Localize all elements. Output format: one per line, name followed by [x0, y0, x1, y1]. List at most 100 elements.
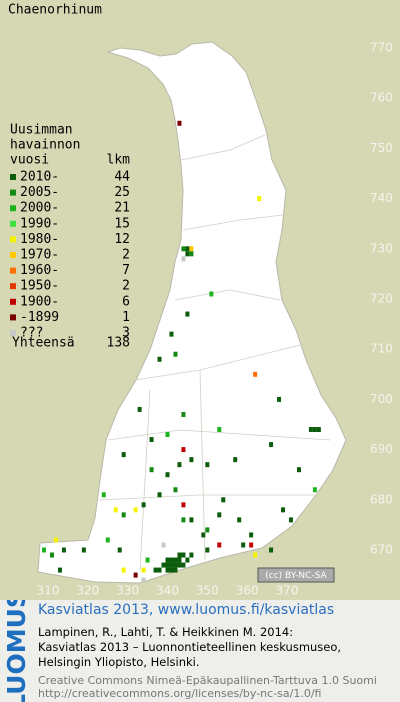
x-tick-label: 310 — [37, 584, 60, 598]
x-tick-label: 340 — [156, 584, 179, 598]
y-tick-label: 680 — [370, 492, 393, 506]
observation-square — [173, 557, 178, 563]
badge-text: (cc) BY-NC-SA — [265, 571, 327, 581]
y-tick-label: 690 — [370, 442, 393, 456]
observation-square — [169, 567, 174, 573]
observation-square — [185, 246, 190, 252]
observation-square — [101, 492, 106, 498]
legend-swatch — [10, 314, 16, 321]
legend-label: 1990- — [20, 216, 59, 231]
observation-square — [149, 467, 154, 473]
citation-line: Kasviatlas 2013 – Luonnontieteellinen ke… — [38, 640, 342, 654]
legend-count: 3 — [122, 326, 130, 341]
observation-square — [312, 427, 317, 433]
license-line[interactable]: http://creativecommons.org/licenses/by-n… — [38, 687, 322, 700]
observation-square — [149, 437, 154, 443]
legend-swatch — [10, 330, 16, 336]
legend-swatch — [10, 283, 16, 290]
observation-square — [173, 567, 178, 573]
observation-square — [165, 432, 170, 438]
legend-label: 1950- — [20, 279, 59, 294]
observation-square — [249, 542, 254, 548]
observation-square — [177, 562, 182, 568]
map-title: Chaenorhinum — [8, 3, 102, 18]
x-tick-label: 350 — [196, 584, 219, 598]
observation-square — [185, 251, 190, 257]
citation-line: Lampinen, R., Lahti, T. & Heikkinen M. 2… — [38, 625, 294, 639]
legend-count: 21 — [114, 201, 130, 216]
observation-square — [181, 562, 186, 568]
observation-square — [121, 567, 126, 573]
credits-link[interactable]: Kasviatlas 2013, www.luomus.fi/kasviatla… — [38, 602, 335, 618]
observation-square — [185, 557, 190, 563]
observation-square — [205, 462, 210, 468]
observation-square — [141, 567, 146, 573]
legend-label: ??? — [20, 326, 43, 341]
observation-square — [57, 567, 62, 573]
y-tick-label: 700 — [370, 392, 393, 406]
observation-square — [316, 427, 321, 433]
citation: Lampinen, R., Lahti, T. & Heikkinen M. 2… — [38, 625, 341, 670]
y-tick-label: 710 — [370, 342, 393, 356]
y-tick-label: 730 — [370, 241, 393, 255]
observation-square — [173, 351, 178, 357]
observation-square — [105, 537, 110, 543]
observation-square — [181, 256, 186, 262]
observation-square — [189, 457, 194, 463]
observation-square — [169, 557, 174, 563]
finland-outline — [37, 41, 347, 584]
observation-square — [161, 542, 166, 548]
map: Chaenorhinum Uusimman havainnon vuosi lk… — [0, 0, 400, 600]
observation-square — [257, 196, 262, 202]
observation-square — [161, 562, 166, 568]
observation-square — [173, 487, 178, 493]
observation-square — [165, 562, 170, 568]
legend-swatch — [10, 189, 16, 196]
legend-heading: vuosi — [10, 153, 49, 168]
observation-square — [165, 472, 170, 478]
observation-square — [312, 487, 317, 493]
legend-swatch — [10, 236, 16, 243]
observation-square — [177, 552, 182, 558]
observation-square — [141, 502, 146, 508]
legend-heading: havainnon — [10, 138, 80, 153]
y-tick-label: 670 — [370, 543, 393, 557]
observation-square — [221, 497, 226, 503]
observation-square — [205, 527, 210, 533]
legend-swatch — [10, 267, 16, 274]
observation-square — [181, 411, 186, 417]
legend-count: 2 — [122, 279, 130, 294]
legend-count: 12 — [114, 232, 130, 247]
observation-square — [137, 406, 142, 412]
x-tick-label: 330 — [116, 584, 139, 598]
legend-total-label: Yhteensä — [12, 336, 75, 351]
legend-count: 44 — [114, 170, 130, 185]
legend-swatch — [10, 220, 16, 227]
observation-square — [288, 517, 293, 523]
y-tick-label: 760 — [370, 91, 393, 105]
observation-square — [113, 507, 118, 513]
observation-square — [181, 517, 186, 523]
legend-label: 2005- — [20, 185, 59, 200]
observation-square — [217, 427, 222, 433]
region-borders — [99, 134, 331, 571]
observation-square — [189, 251, 194, 257]
observation-square — [189, 246, 194, 252]
legend-total: 138 — [107, 336, 130, 351]
legend-count-heading: lkm — [107, 153, 131, 168]
legend-count: 15 — [114, 216, 130, 231]
y-tick-label: 770 — [370, 41, 393, 55]
legend-label: 2010- — [20, 170, 59, 185]
observation-square — [181, 552, 186, 558]
legend-label: 1960- — [20, 263, 59, 278]
observation-square — [181, 502, 186, 508]
observation-square — [61, 547, 66, 553]
legend-label: 1900- — [20, 294, 59, 309]
observation-square — [121, 512, 126, 518]
observation-square — [269, 442, 274, 448]
observation-square — [133, 507, 138, 513]
brand: LUOMUS — [2, 600, 31, 702]
legend-swatch — [10, 298, 16, 305]
legend-count: 1 — [122, 310, 130, 325]
legend-label: 2000- — [20, 201, 59, 216]
